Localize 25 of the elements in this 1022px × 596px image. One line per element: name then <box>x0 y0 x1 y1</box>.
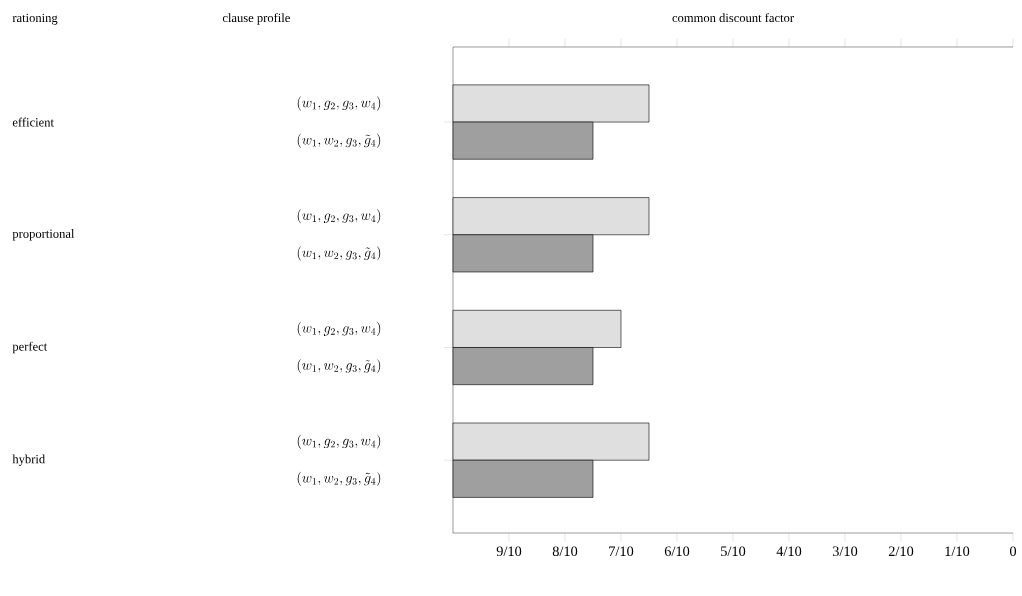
text: perfect <box>12 341 48 354</box>
text: rationing <box>12 13 58 25</box>
y-tick-label: $(w_1, w_2, g_3, \tilde{g}_4)$ <box>297 133 381 148</box>
x-tick-label: 5/10 <box>721 546 746 557</box>
y-tick-label: $(w_1, g_2, g_3, w_4)$ <box>297 321 381 337</box>
y-tick-label: $(w_1, w_2, g_3, \tilde{g}_4)$ <box>297 358 381 374</box>
x-tick-label: 7/10 <box>609 546 634 557</box>
text: hybrid <box>12 454 45 466</box>
y-tick-label: $(w_1, g_2, g_3, w_4)$ <box>297 209 381 224</box>
x-tick-label: 4/10 <box>776 546 802 557</box>
x-tick-label: 8/10 <box>552 546 578 557</box>
x-tick-label: 0 <box>1009 546 1017 557</box>
x-tick-label: 6/10 <box>664 546 690 557</box>
y-tick-label: $(w_1, g_2, g_3, w_4)$ <box>297 434 381 449</box>
text: efficient <box>12 117 54 127</box>
text: proportional <box>12 229 75 241</box>
y-tick-label: $(w_1, g_2, g_3, w_4)$ <box>297 96 381 111</box>
y-tick-label: $(w_1, w_2, g_3, \tilde{g}_4)$ <box>297 246 381 261</box>
text: clause profile <box>222 13 290 25</box>
x-tick-label: 1/10 <box>945 546 970 557</box>
x-tick-label: 9/10 <box>496 546 522 557</box>
y-tick-label: $(w_1, w_2, g_3, \tilde{g}_4)$ <box>297 471 381 486</box>
x-axis-title: common discount factor <box>672 13 794 23</box>
x-tick-label: 2/10 <box>888 546 914 557</box>
x-tick-label: 3/10 <box>832 546 858 557</box>
